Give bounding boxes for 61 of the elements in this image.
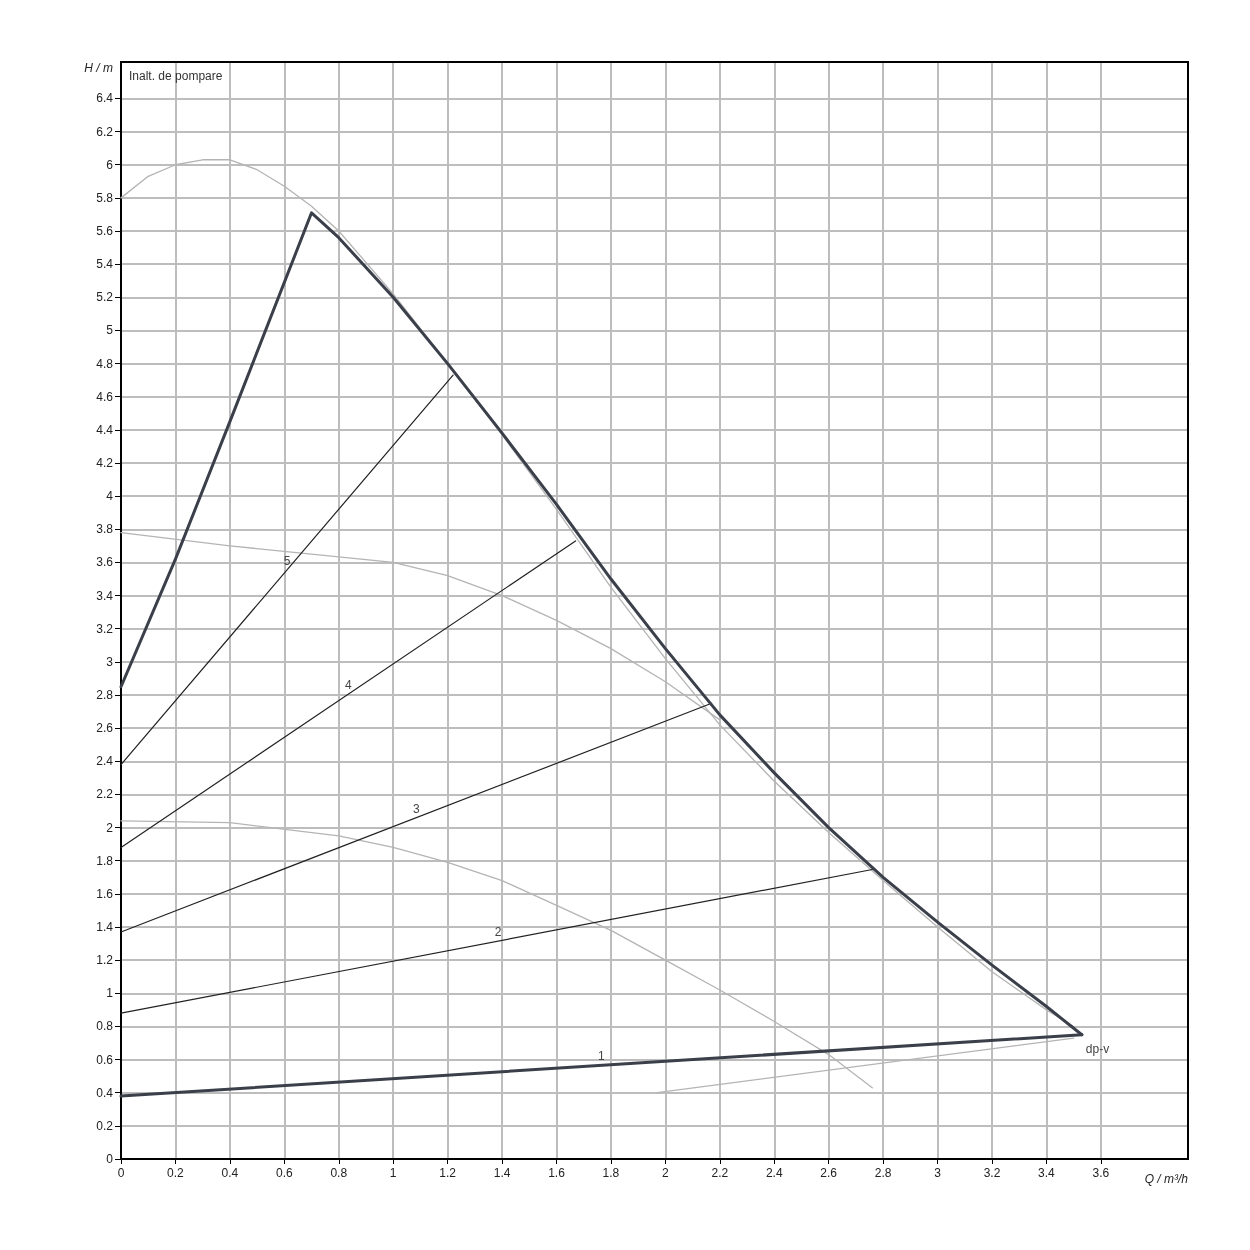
y-tick-label: 5.6 [96,224,114,239]
y-tick-label: 2.4 [96,754,114,769]
y-tick-label: 0.6 [96,1052,114,1067]
y-tick-label: 4.4 [96,422,114,437]
x-tick-label: 0.4 [221,1166,239,1180]
y-tick-label: 5.2 [96,290,114,305]
x-tick-label: 3.6 [1092,1166,1110,1180]
x-tick-label: 1.2 [439,1166,457,1180]
x-tick-label: 2.8 [874,1166,892,1180]
y-tick-label: 0.2 [96,1118,114,1133]
y-tick-label: 3.6 [96,555,114,570]
annotation: Inalt. de pompare [129,69,223,83]
x-tick-label: 2 [662,1166,670,1180]
x-axis-title: Q / m³/h [1144,1172,1189,1186]
y-tick-label: 4 [106,489,114,504]
y-tick-label: 1.2 [96,953,114,968]
y-tick-label: 0.4 [96,1085,114,1100]
y-tick-label: 4.6 [96,389,114,404]
y-tick-label: 4.8 [96,356,114,371]
x-tick-label: 3.4 [1038,1166,1056,1180]
x-tick-label: 0 [117,1166,125,1180]
x-tick-label: 3 [934,1166,942,1180]
x-tick-label: 3.2 [983,1166,1001,1180]
y-tick-label: 2 [106,820,114,835]
y-tick-label: 5 [106,323,114,338]
series-label: 5 [283,553,291,568]
series-label: dp-v [1085,1041,1110,1056]
x-tick-label: 0.2 [167,1166,185,1180]
y-tick-label: 6 [106,157,114,172]
y-tick-label: 3 [106,654,114,669]
x-tick-label: 1.6 [548,1166,566,1180]
x-tick-label: 1.4 [493,1166,511,1180]
y-axis-title: H / m [84,61,113,75]
y-tick-label: 4.2 [96,456,114,471]
y-tick-label: 0.8 [96,1019,114,1034]
y-tick-label: 0 [106,1152,114,1166]
y-tick-label: 1.6 [96,886,114,901]
x-tick-label: 2.2 [711,1166,729,1180]
y-tick-label: 2.2 [96,787,114,802]
x-tick-label: 1.8 [602,1166,620,1180]
x-tick-label: 2.4 [765,1166,783,1180]
x-tick-label: 0.6 [275,1166,293,1180]
y-tick-label: 6.2 [96,124,114,139]
y-tick-label: 2.8 [96,688,114,703]
y-tick-label: 3.8 [96,522,114,537]
y-tick-label: 3.2 [96,621,114,636]
x-tick-label: 0.8 [330,1166,348,1180]
series-label: 1 [598,1049,606,1064]
y-tick-label: 2.6 [96,721,114,736]
series-label: 4 [344,678,352,693]
x-tick-label: 2.6 [820,1166,838,1180]
series-label: 3 [412,801,420,816]
y-tick-label: 3.4 [96,588,114,603]
y-tick-label: 5.8 [96,190,114,205]
y-tick-label: 1.4 [96,920,114,935]
series-label: 2 [494,925,502,940]
y-tick-label: 1 [106,986,114,1001]
y-tick-label: 1.8 [96,853,114,868]
y-tick-label: 5.4 [96,257,114,272]
x-tick-label: 1 [389,1166,397,1180]
y-tick-label: 6.4 [96,91,114,106]
